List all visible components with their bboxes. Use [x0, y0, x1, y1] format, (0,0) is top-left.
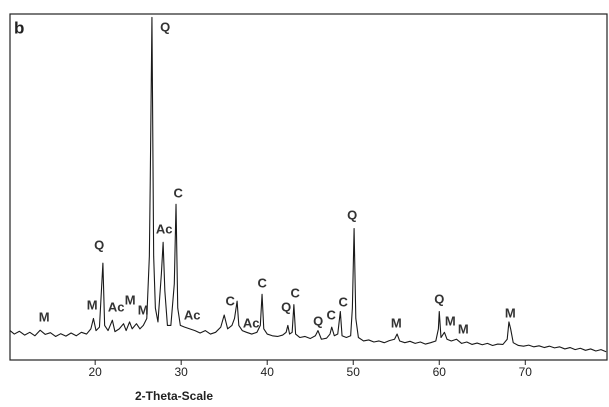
peak-label: M — [39, 310, 50, 325]
peak-label: Q — [160, 19, 170, 34]
peak-label: M — [445, 313, 456, 328]
peak-label: C — [339, 294, 349, 309]
peak-label: Q — [94, 238, 104, 253]
x-tick-label: 20 — [88, 365, 102, 379]
peak-label: C — [226, 293, 236, 308]
x-tick-label: 50 — [347, 365, 361, 379]
peak-label: Q — [281, 300, 291, 315]
peak-label: Q — [347, 208, 357, 223]
peak-label: M — [125, 292, 136, 307]
peak-label: M — [87, 297, 98, 312]
panel-label: b — [14, 18, 24, 37]
x-axis-title: 2-Theta-Scale — [135, 389, 213, 403]
peak-label: Ac — [184, 307, 201, 322]
x-tick-label: 60 — [433, 365, 447, 379]
peak-label: C — [258, 275, 268, 290]
peak-label: Ac — [108, 300, 125, 315]
x-tick-label: 40 — [261, 365, 275, 379]
peak-label: Ac — [156, 221, 173, 236]
x-tick-label: 30 — [175, 365, 189, 379]
peak-label: Ac — [243, 315, 260, 330]
peak-label: M — [458, 321, 469, 336]
xrd-line — [9, 16, 607, 353]
peak-label: M — [138, 302, 149, 317]
peak-label: C — [173, 185, 183, 200]
peak-label: M — [391, 315, 402, 330]
plot-frame — [9, 13, 608, 361]
peak-label: C — [327, 307, 337, 322]
x-tick-label: 70 — [519, 365, 533, 379]
peak-label: C — [291, 285, 301, 300]
peak-label: Q — [313, 313, 323, 328]
peak-label: Q — [434, 292, 444, 307]
peak-label: M — [505, 305, 516, 320]
